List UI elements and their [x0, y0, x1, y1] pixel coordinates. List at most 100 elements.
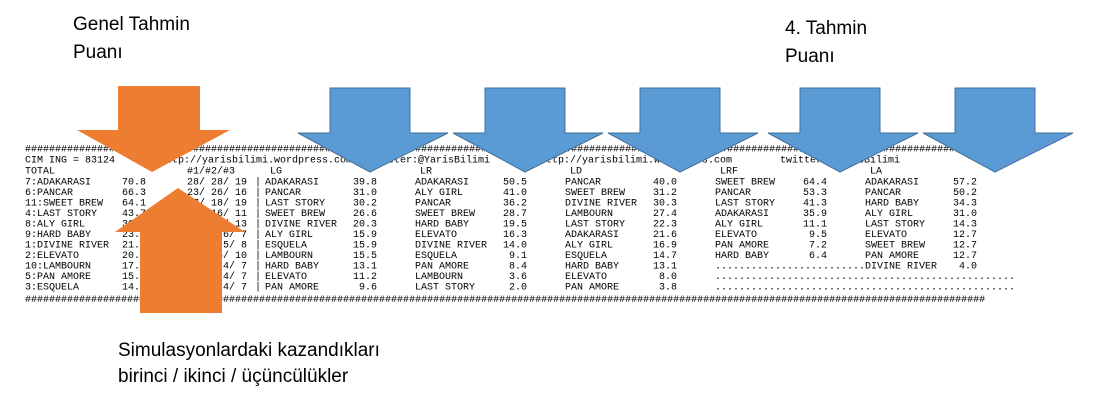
- race-score: 16.3: [503, 230, 527, 241]
- race-horse: ALY GIRL: [865, 209, 913, 220]
- race-score: 36.2: [503, 199, 527, 210]
- race-score: 57.2: [953, 178, 977, 189]
- race-score: 27.4: [653, 209, 677, 220]
- race-horse: PAN AMORE: [715, 241, 769, 252]
- race-score: 11.1: [803, 220, 827, 231]
- horse-name: 1:DIVINE RIVER: [25, 241, 109, 252]
- race-horse: LAMBOURN: [415, 272, 463, 283]
- race-horse: DIVINE RIVER: [415, 241, 487, 252]
- header-cell: LA: [870, 167, 882, 178]
- horse-name: 3:ESQUELA: [25, 283, 79, 294]
- total-score: 14.2: [122, 283, 146, 294]
- race-score: 40.0: [653, 178, 677, 189]
- race-horse: PANCAR: [565, 178, 601, 189]
- header-cell: #1/#2/#3: [187, 166, 235, 178]
- race-horse: ADAKARASI: [715, 209, 769, 220]
- race-score: 22.3: [653, 220, 677, 231]
- race-horse: ELEVATO: [865, 230, 907, 241]
- race-horse: ADAKARASI: [415, 178, 469, 189]
- total-score: 70.8: [122, 178, 146, 189]
- race-horse: LAST STORY: [715, 199, 775, 210]
- race-horse: SWEET BREW: [415, 209, 475, 220]
- race-horse: LAST STORY: [265, 199, 325, 210]
- annotation: 4. Tahmin: [785, 18, 867, 39]
- placements: 28/ 28/ 19: [187, 177, 247, 189]
- race-horse: ESQUELA: [565, 251, 607, 262]
- total-score: 17.9: [122, 262, 146, 273]
- total-score: 43.7: [122, 209, 146, 220]
- race-score: 12.7: [953, 241, 977, 252]
- race-horse: .........................: [715, 283, 865, 294]
- annotation: Puanı: [73, 42, 123, 63]
- race-horse: LAST STORY: [415, 283, 475, 294]
- horse-name: 8:ALY GIRL: [25, 220, 85, 231]
- race-score: 13.1: [653, 262, 677, 273]
- blue-down-arrow: [297, 87, 449, 173]
- race-horse: PAN AMORE: [265, 283, 319, 294]
- race-score: 14.3: [953, 220, 977, 231]
- race-score: 7.2: [809, 241, 827, 252]
- race-score: 16.9: [653, 241, 677, 252]
- race-horse: ELEVATO: [715, 230, 757, 241]
- race-horse: HARD BABY: [715, 251, 769, 262]
- race-score: 19.5: [503, 220, 527, 231]
- race-score: 35.9: [803, 209, 827, 220]
- annotation: Simulasyonlardaki kazandıkları: [118, 340, 380, 361]
- header-cell: LRF: [720, 167, 738, 178]
- race-horse: HARD BABY: [565, 262, 619, 273]
- race-horse: ADAKARASI: [265, 178, 319, 189]
- race-horse: ALY GIRL: [415, 188, 463, 199]
- race-horse: .........................: [865, 283, 1015, 294]
- placements: 23/ 26/ 16: [187, 187, 247, 199]
- separator: |: [255, 240, 261, 252]
- race-score: 15.9: [353, 230, 377, 241]
- race-score: 3.6: [509, 272, 527, 283]
- total-score: 20.5: [122, 251, 146, 262]
- race-score: 9.6: [359, 283, 377, 294]
- separator: |: [255, 250, 261, 262]
- orange-down-arrow: [77, 86, 230, 172]
- race-score: 53.3: [803, 188, 827, 199]
- race-score: 31.0: [353, 188, 377, 199]
- race-score: 9.5: [809, 230, 827, 241]
- header-cell: LG: [270, 167, 282, 178]
- header-cell: TOTAL: [25, 167, 55, 178]
- race-score: 9.1: [509, 251, 527, 262]
- race-horse: DIVINE RIVER: [265, 220, 337, 231]
- annotation: birinci / ikinci / üçüncülükler: [118, 366, 349, 387]
- race-horse: DIVINE RIVER: [865, 262, 937, 273]
- annotation: Genel Tahmin: [73, 14, 190, 35]
- header-cell: LD: [570, 167, 582, 178]
- race-score: 30.3: [653, 199, 677, 210]
- race-horse: HARD BABY: [415, 220, 469, 231]
- separator: |: [255, 229, 261, 241]
- race-score: 3.8: [659, 283, 677, 294]
- race-score: 39.8: [353, 178, 377, 189]
- race-horse: HARD BABY: [265, 262, 319, 273]
- race-horse: ALY GIRL: [565, 241, 613, 252]
- race-horse: .........................: [715, 262, 865, 273]
- race-horse: ELEVATO: [565, 272, 607, 283]
- header-cell: LR: [420, 167, 432, 178]
- race-score: 41.0: [503, 188, 527, 199]
- blue-down-arrow: [767, 87, 919, 173]
- race-horse: PAN AMORE: [415, 262, 469, 273]
- total-score: 66.3: [122, 188, 146, 199]
- total-score: 23.3: [122, 230, 146, 241]
- race-horse: PANCAR: [865, 188, 901, 199]
- horse-name: 7:ADAKARASI: [25, 178, 91, 189]
- blue-down-arrow: [607, 87, 759, 173]
- race-horse: ELEVATO: [415, 230, 457, 241]
- race-horse: LAMBOURN: [265, 251, 313, 262]
- arrows: [77, 86, 1074, 313]
- race-horse: SWEET BREW: [715, 178, 775, 189]
- race-score: 31.2: [653, 188, 677, 199]
- horse-name: 9:HARD BABY: [25, 230, 91, 241]
- race-horse: PAN AMORE: [565, 283, 619, 294]
- race-horse: ELEVATO: [265, 272, 307, 283]
- race-horse: LAST STORY: [565, 220, 625, 231]
- separator: |: [255, 271, 261, 283]
- race-horse: ADAKARASI: [565, 230, 619, 241]
- total-score: 15.4: [122, 272, 146, 283]
